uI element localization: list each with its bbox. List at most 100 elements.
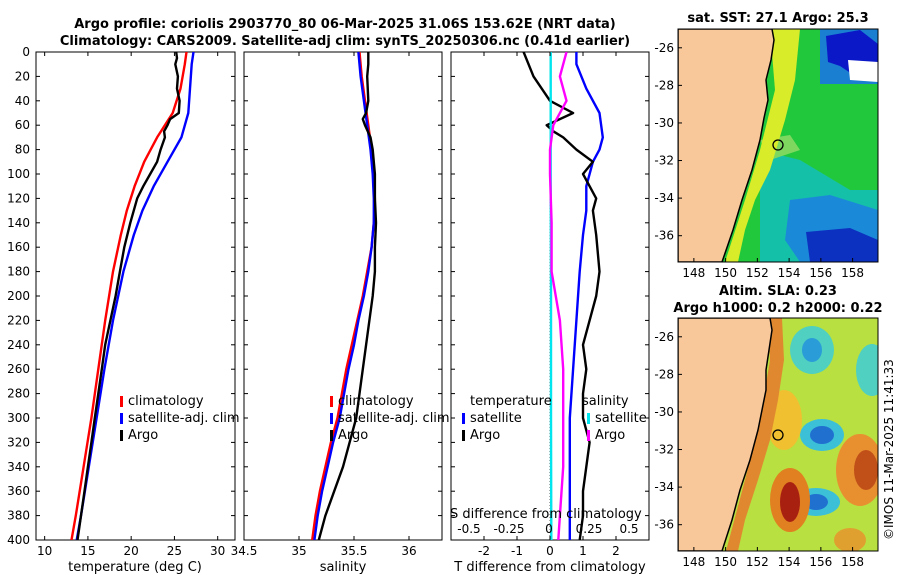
legend-swatch-t-argo (462, 430, 465, 441)
lat-tick-label: -30 (654, 116, 674, 130)
lon-tick-label: 150 (714, 555, 737, 569)
lon-tick-label: 158 (841, 266, 864, 280)
depth-tick-label: 20 (15, 69, 30, 83)
sla-low-4 (856, 344, 878, 396)
legend-label-climatology: climatology (338, 394, 414, 409)
depth-tick-label: 180 (7, 265, 30, 279)
legend-swatch-argo (330, 430, 333, 441)
depth-tick-label: 200 (7, 289, 30, 303)
legend-title-salinity: salinity (582, 394, 629, 409)
legend-label-climatology: climatology (128, 394, 204, 409)
sst-cloud-mask (848, 60, 878, 82)
depth-tick-label: 120 (7, 191, 30, 205)
s-diff-tick-label: -0.5 (457, 522, 480, 536)
series-line-argo (317, 52, 378, 540)
temperature-axis-label: temperature (deg C) (68, 560, 202, 575)
x-tick-label: 30 (210, 544, 225, 558)
depth-tick-label: 380 (7, 509, 30, 523)
salinity-legend: climatology satellite-adj. clim Argo (330, 394, 450, 443)
t-difference-axis-label: T difference from climatology (453, 560, 646, 575)
sst-land (678, 29, 775, 262)
sla-low-2-core (810, 426, 834, 444)
lat-tick-label: -28 (654, 78, 674, 92)
lon-tick-label: 152 (746, 555, 769, 569)
x-tick-label: 0 (546, 544, 554, 558)
depth-tick-label: 240 (7, 338, 30, 352)
sla-map-frame (677, 317, 879, 552)
legend-swatch-t-satellite (462, 413, 465, 424)
depth-axis: 0 20 40 60 80 100 120 140 160 180 200 220 240 260 280 3… (7, 45, 649, 547)
sla-land (678, 318, 773, 551)
depth-tick-label: 340 (7, 460, 30, 474)
legend-swatch-argo (120, 430, 123, 441)
depth-tick-label: 40 (15, 94, 30, 108)
temperature-plot (70, 52, 195, 540)
map-axes: -26 -28 -30 -32 -34 -36 148 150 152 154 156 158 -26 -… (654, 41, 864, 569)
lat-tick-label: -34 (654, 191, 674, 205)
depth-tick-label: 160 (7, 240, 30, 254)
sla-low-3-core (804, 494, 828, 510)
x-tick-label: 1 (579, 544, 587, 558)
x-tick-label: 34.5 (231, 544, 258, 558)
legend-swatch-satellite (120, 413, 123, 424)
x-tick-label: 10 (37, 544, 52, 558)
legend-swatch-s-argo (587, 430, 590, 441)
sst-map-frame (677, 28, 879, 263)
lat-tick-label: -36 (654, 229, 674, 243)
legend-label-t-satellite: satellite (470, 411, 522, 426)
sst-profile-marker (772, 139, 784, 151)
sst-map-title: sat. SST: 27.1 Argo: 25.3 (687, 11, 868, 26)
lon-tick-label: 148 (682, 555, 705, 569)
lat-tick-label: -36 (654, 518, 674, 532)
x-tick-label: -1 (511, 544, 523, 558)
legend-label-argo: Argo (338, 428, 368, 443)
lon-tick-label: 152 (746, 266, 769, 280)
legend-swatch-s-satellite (587, 413, 590, 424)
salinity-axis-label: salinity (320, 560, 367, 575)
legend-label-t-argo: Argo (470, 428, 500, 443)
temperature-legend: climatology satellite-adj. clim Argo (120, 394, 240, 443)
lat-tick-label: -32 (654, 443, 674, 457)
legend-label-s-satellite: satellite (595, 411, 647, 426)
x-tick-label: -2 (478, 544, 490, 558)
depth-tick-label: 300 (7, 411, 30, 425)
x-tick-label: 20 (124, 544, 139, 558)
depth-tick-label: 400 (7, 533, 30, 547)
figure-title-line2: Climatology: CARS2009. Satellite-adj cli… (60, 34, 630, 49)
lon-tick-label: 150 (714, 266, 737, 280)
series-line-s-argo (548, 52, 568, 540)
lon-tick-label: 156 (809, 555, 832, 569)
lon-tick-label: 148 (682, 266, 705, 280)
lon-tick-label: 156 (809, 266, 832, 280)
sst-cold-core (806, 228, 878, 262)
sla-map (678, 318, 878, 551)
x-tick-label: 2 (612, 544, 620, 558)
depth-tick-label: 220 (7, 313, 30, 327)
depth-tick-label: 80 (15, 143, 30, 157)
figure-title-line1: Argo profile: coriolis 2903770_80 06-Mar… (74, 17, 616, 32)
lat-tick-label: -32 (654, 154, 674, 168)
lat-tick-label: -26 (654, 41, 674, 55)
s-diff-tick-label: -0.25 (493, 522, 524, 536)
lat-tick-label: -34 (654, 480, 674, 494)
copyright-timestamp: ©IMOS 11-Mar-2025 11:41:33 (882, 359, 896, 540)
sla-map-title: Altim. SLA: 0.23 (719, 284, 837, 299)
series-line-climatology (70, 52, 188, 540)
series-line-t-argo (522, 52, 601, 540)
depth-tick-label: 280 (7, 387, 30, 401)
sst-map (678, 29, 878, 262)
sla-high-3-core (854, 450, 878, 490)
x-tick-label: 35 (291, 544, 306, 558)
series-line-s-satellite (549, 52, 553, 540)
s-diff-tick-label: 0.5 (619, 522, 638, 536)
depth-tick-label: 0 (22, 45, 30, 59)
depth-tick-label: 320 (7, 435, 30, 449)
s-diff-tick-label: 0.25 (576, 522, 603, 536)
legend-swatch-climatology (330, 396, 333, 407)
depth-tick-label: 100 (7, 167, 30, 181)
lon-tick-label: 158 (841, 555, 864, 569)
x-tick-label: 36 (401, 544, 416, 558)
depth-tick-label: 60 (15, 118, 30, 132)
sla-map-subtitle: Argo h1000: 0.2 h2000: 0.22 (673, 301, 882, 316)
